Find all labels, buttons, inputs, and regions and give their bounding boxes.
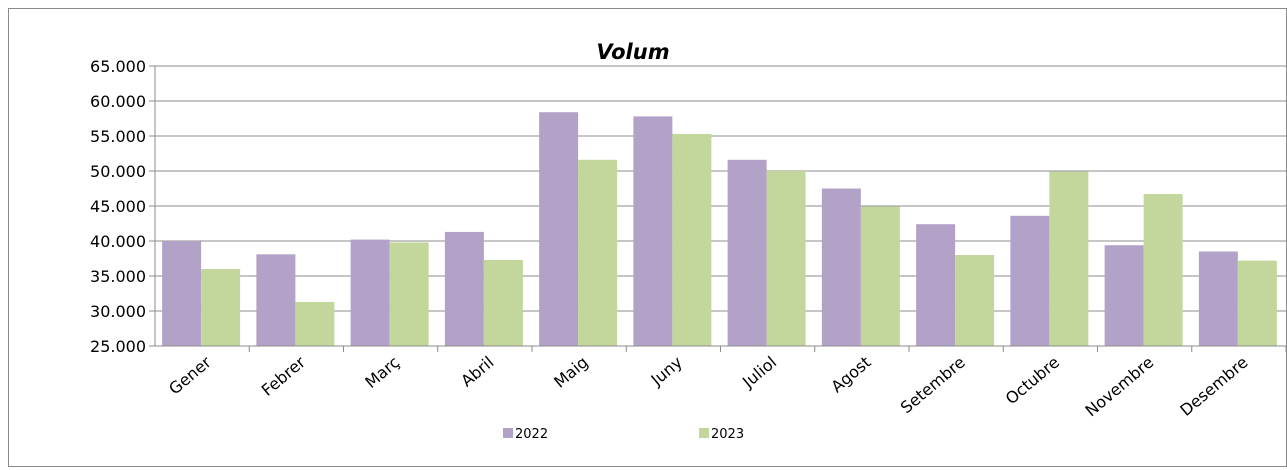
x-tick-label: Agost — [827, 353, 874, 397]
legend-label-2023: 2023 — [711, 427, 744, 442]
bar-2022-maig — [539, 112, 579, 346]
x-tick-label: Març — [361, 353, 403, 392]
x-tick-label: Octubre — [1002, 353, 1063, 409]
bar-2022-febrer — [256, 254, 296, 346]
y-tick-label: 45.000 — [90, 197, 146, 216]
y-tick-label: 60.000 — [90, 92, 146, 111]
bar-2023-març — [389, 242, 429, 346]
x-tick-label: Desembre — [1176, 353, 1251, 420]
x-tick-label: Maig — [550, 353, 591, 392]
bar-2022-agost — [821, 188, 861, 346]
bar-2022-abril — [444, 231, 484, 346]
y-tick-label: 50.000 — [90, 162, 146, 181]
bar-2023-abril — [483, 259, 523, 346]
y-axis-ticks: 25.000 30.000 35.000 40.000 45.000 50.000 55.0… — [90, 57, 146, 356]
x-tick-label: Febrer — [258, 352, 310, 400]
legend: 2022 2023 — [503, 427, 744, 442]
bar-2022-novembre — [1104, 245, 1144, 346]
bar-2022-desembre — [1198, 251, 1238, 346]
bar-chart: Volum 25.000 30.000 35.000 40.000 45.000 50.0… — [90, 40, 1287, 442]
bars — [162, 112, 1277, 347]
x-tick-label: Abril — [457, 353, 497, 391]
legend-label-2022: 2022 — [515, 427, 548, 442]
x-tick-label: Novembre — [1081, 353, 1157, 421]
x-tick-label: Setembre — [897, 353, 969, 418]
gridlines — [155, 65, 1286, 347]
bar-2023-febrer — [295, 301, 335, 346]
x-axis-ticks: Gener Febrer Març Abril Maig Juny Juliol Agost S… — [165, 352, 1251, 420]
y-tick-label: 30.000 — [90, 302, 146, 321]
bar-2022-octubre — [1010, 215, 1050, 346]
bar-2023-octubre — [1049, 171, 1089, 346]
x-tick-label: Juliol — [738, 353, 780, 393]
y-tick-label: 65.000 — [90, 57, 146, 76]
y-tick-label: 35.000 — [90, 267, 146, 286]
bar-2022-març — [350, 239, 390, 346]
y-tick-label: 55.000 — [90, 127, 146, 146]
bar-2023-desembre — [1237, 260, 1277, 346]
bar-2022-gener — [162, 241, 202, 346]
bar-2022-setembre — [916, 224, 956, 346]
y-tick-label: 40.000 — [90, 232, 146, 251]
legend-swatch-2022 — [503, 428, 513, 438]
x-tick-label: Gener — [165, 352, 215, 398]
bar-2023-gener — [201, 269, 241, 346]
legend-swatch-2023 — [699, 428, 709, 438]
bar-2023-novembre — [1143, 194, 1183, 346]
bar-2022-juny — [633, 116, 673, 347]
bar-2023-juliol — [766, 171, 806, 346]
chart-frame: Volum 25.000 30.000 35.000 40.000 45.000 50.0… — [8, 8, 1287, 467]
bar-2023-juny — [672, 133, 712, 346]
bar-2023-setembre — [955, 255, 995, 346]
bar-2022-juliol — [727, 159, 767, 346]
x-tick-label: Juny — [647, 353, 686, 390]
chart-title: Volum — [596, 40, 669, 64]
bar-2023-maig — [578, 159, 618, 346]
y-tick-label: 25.000 — [90, 337, 146, 356]
bar-2023-agost — [860, 206, 900, 346]
